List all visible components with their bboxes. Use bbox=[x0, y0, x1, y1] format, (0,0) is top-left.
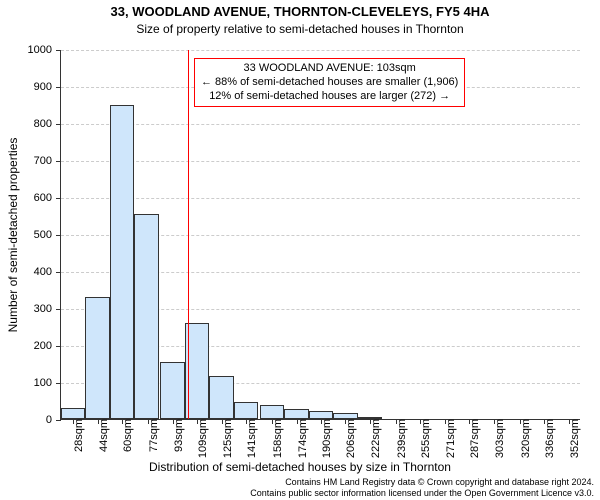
y-tick bbox=[56, 420, 61, 421]
chart-title: 33, WOODLAND AVENUE, THORNTON-CLEVELEYS,… bbox=[0, 4, 600, 19]
x-tick-label: 174sqm bbox=[297, 419, 309, 458]
annotation-line: ← 88% of semi-detached houses are smalle… bbox=[201, 76, 458, 90]
x-tick-label: 303sqm bbox=[494, 419, 506, 458]
marker-line bbox=[188, 50, 189, 419]
histogram-bar bbox=[209, 376, 233, 419]
histogram-bar bbox=[134, 214, 158, 419]
footer-text: Contains HM Land Registry data © Crown c… bbox=[250, 477, 594, 498]
y-tick-label: 400 bbox=[12, 266, 52, 278]
x-tick-label: 255sqm bbox=[420, 419, 432, 458]
histogram-bar bbox=[61, 408, 85, 419]
annotation-line: 33 WOODLAND AVENUE: 103sqm bbox=[201, 62, 458, 76]
x-tick-label: 239sqm bbox=[396, 419, 408, 458]
gridline-h bbox=[61, 124, 580, 125]
y-tick bbox=[56, 346, 61, 347]
x-tick-label: 336sqm bbox=[544, 419, 556, 458]
y-tick-label: 200 bbox=[12, 340, 52, 352]
y-tick bbox=[56, 235, 61, 236]
x-tick-label: 190sqm bbox=[321, 419, 333, 458]
y-tick bbox=[56, 87, 61, 88]
x-tick-label: 158sqm bbox=[272, 419, 284, 458]
histogram-bar bbox=[234, 402, 258, 419]
x-tick-label: 222sqm bbox=[370, 419, 382, 458]
x-tick-label: 93sqm bbox=[173, 419, 185, 452]
x-tick-label: 320sqm bbox=[520, 419, 532, 458]
x-tick-label: 125sqm bbox=[222, 419, 234, 458]
x-tick-label: 287sqm bbox=[469, 419, 481, 458]
histogram-bar bbox=[260, 405, 284, 419]
y-tick-label: 600 bbox=[12, 192, 52, 204]
annotation-line: 12% of semi-detached houses are larger (… bbox=[201, 90, 458, 104]
y-tick-label: 1000 bbox=[12, 44, 52, 56]
annotation-box: 33 WOODLAND AVENUE: 103sqm← 88% of semi-… bbox=[194, 58, 465, 107]
footer-line-1: Contains HM Land Registry data © Crown c… bbox=[250, 477, 594, 487]
x-tick-label: 28sqm bbox=[73, 419, 85, 452]
y-tick-label: 500 bbox=[12, 229, 52, 241]
y-tick bbox=[56, 198, 61, 199]
y-tick bbox=[56, 161, 61, 162]
y-tick bbox=[56, 50, 61, 51]
chart-subtitle: Size of property relative to semi-detach… bbox=[0, 22, 600, 36]
histogram-bar bbox=[110, 105, 134, 420]
x-tick-label: 109sqm bbox=[197, 419, 209, 458]
histogram-bar bbox=[85, 297, 109, 419]
y-tick-label: 700 bbox=[12, 155, 52, 167]
y-tick bbox=[56, 309, 61, 310]
x-tick-label: 60sqm bbox=[122, 419, 134, 452]
x-axis-label: Distribution of semi-detached houses by … bbox=[0, 460, 600, 474]
gridline-h bbox=[61, 50, 580, 51]
histogram-bar bbox=[284, 409, 308, 419]
y-tick-label: 300 bbox=[12, 303, 52, 315]
footer-line-2: Contains public sector information licen… bbox=[250, 488, 594, 498]
y-tick bbox=[56, 272, 61, 273]
x-tick-label: 206sqm bbox=[345, 419, 357, 458]
histogram-bar bbox=[160, 362, 184, 419]
y-tick-label: 800 bbox=[12, 118, 52, 130]
x-tick-label: 271sqm bbox=[445, 419, 457, 458]
gridline-h bbox=[61, 161, 580, 162]
y-tick-label: 900 bbox=[12, 81, 52, 93]
chart-container: 33, WOODLAND AVENUE, THORNTON-CLEVELEYS,… bbox=[0, 0, 600, 500]
y-tick-label: 0 bbox=[12, 414, 52, 426]
x-tick-label: 77sqm bbox=[148, 419, 160, 452]
x-tick-label: 44sqm bbox=[98, 419, 110, 452]
y-tick bbox=[56, 124, 61, 125]
x-tick-label: 141sqm bbox=[246, 419, 258, 458]
histogram-bar bbox=[309, 411, 333, 419]
x-tick-label: 352sqm bbox=[569, 419, 581, 458]
y-tick-label: 100 bbox=[12, 377, 52, 389]
plot-area: 28sqm44sqm60sqm77sqm93sqm109sqm125sqm141… bbox=[60, 50, 580, 420]
gridline-h bbox=[61, 198, 580, 199]
y-tick bbox=[56, 383, 61, 384]
